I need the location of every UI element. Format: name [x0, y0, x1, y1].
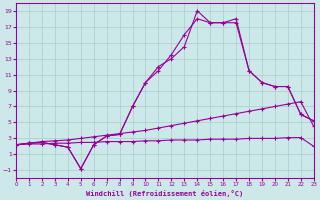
X-axis label: Windchill (Refroidissement éolien,°C): Windchill (Refroidissement éolien,°C) [86, 190, 244, 197]
